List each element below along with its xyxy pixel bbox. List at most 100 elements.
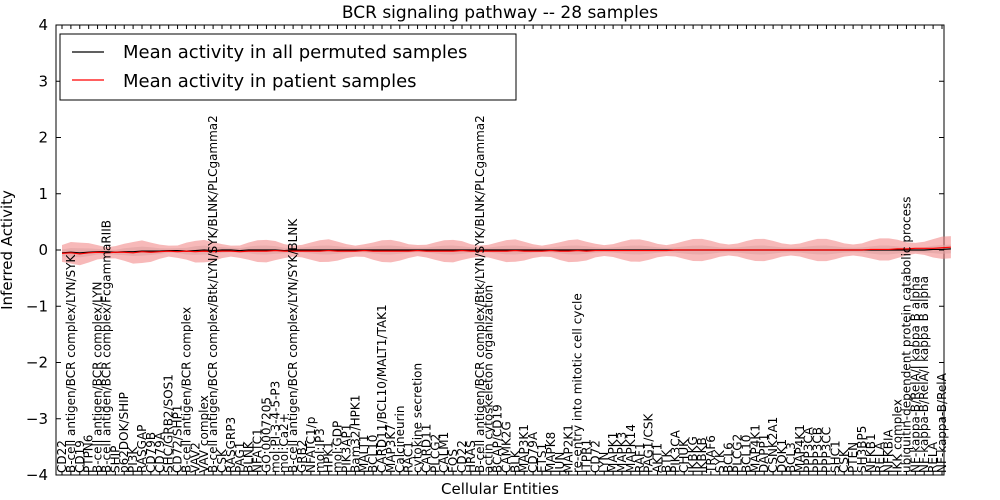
x-tick-label: B-cell antigen/BCR complex/LYN: [91, 281, 105, 473]
x-tick-label: JUN: [553, 452, 567, 474]
x-tick-label: NFATC1: [251, 428, 265, 473]
x-tick-label: re-entry into mitotic cell cycle: [571, 293, 585, 473]
x-tick-label: VAV2: [188, 442, 202, 473]
x-tick-label: RASGRP3: [224, 417, 238, 473]
x-tick-label: ubiquitin-dependent protein catabolic pr…: [899, 197, 913, 473]
x-tick-label: MAP4K1: [793, 424, 807, 473]
x-tick-label: B-cell antigen/BCR complex: [179, 307, 193, 473]
legend-box: [59, 33, 517, 101]
y-tick-label: −1: [26, 297, 48, 315]
x-tick-label: SYK: [713, 449, 727, 473]
x-tick-label: CSK: [215, 448, 229, 473]
x-tick-label: TRAF6: [704, 435, 718, 474]
x-tick-label: LYN: [597, 452, 611, 473]
x-tick-label: CD79A: [153, 431, 167, 473]
y-tick-label: −3: [26, 410, 48, 428]
x-tick-label: mol:IP3: [313, 428, 327, 473]
x-tick-label: B-cell antigen/BCR complex/LYN/SYK: [64, 253, 78, 473]
x-tick-label: VAV complex: [197, 395, 211, 473]
x-tick-label: mol:GDP: [331, 421, 345, 473]
x-tick-label: actin cytoskeleton organization: [482, 285, 496, 473]
x-tick-label: NF-kappa-B/RelA/I kappa B alpha: [917, 276, 931, 473]
legend-patient-label: Mean activity in patient samples: [123, 71, 417, 92]
y-tick-label: 2: [38, 129, 48, 147]
x-tick-label: CSNK2A1: [766, 417, 780, 473]
x-tick-label: PLCG2: [731, 434, 745, 473]
y-tick-label: 1: [38, 185, 48, 203]
x-tick-label: CD72/SHP1: [171, 405, 185, 473]
x-tick-label: CALM1: [437, 432, 451, 473]
x-tick-label: DOK1: [775, 439, 789, 473]
x-tick-label: NF-kappa-B/RelA/I kappa B alpha: [908, 276, 922, 473]
x-tick-label: NFKBIA: [882, 428, 896, 473]
x-tick-label: cytokine secretion: [411, 363, 425, 473]
y-tick-label: 0: [38, 241, 48, 259]
x-tick-label: CD72: [588, 440, 602, 473]
x-tick-label: MAPK14: [624, 424, 638, 473]
x-tick-label: CHUK: [677, 438, 691, 473]
x-tick-label: MAP4K1: [748, 424, 762, 473]
x-tick-label: CAMK2G: [499, 421, 513, 473]
x-tick-label: Bam32/HPK1: [348, 395, 362, 473]
x-tick-label: SHC1: [828, 440, 842, 473]
x-tick-label: RASGAP: [135, 425, 149, 473]
x-tick-label: CD19: [73, 440, 87, 473]
x-tick-label: DAPP1: [757, 434, 771, 473]
x-tick-label: MAP3K7: [384, 424, 398, 473]
x-tick-label: CD79B: [144, 432, 158, 473]
x-tick-label: CD79A: [526, 431, 540, 473]
x-tick-label: PPP3CB: [811, 427, 825, 473]
x-tick-label: NFKB1: [864, 433, 878, 473]
x-tick-label: PAG1/CSK: [642, 413, 656, 473]
x-tick-label: NF-kappa-B/RelA: [935, 372, 949, 473]
y-tick-label: −2: [26, 354, 48, 372]
x-tick-label: p62DOK/SHIP: [117, 392, 131, 473]
x-tick-label: FOS: [446, 449, 460, 473]
x-tick-label: PTPN6: [82, 435, 96, 473]
x-tick-label: BCL10: [739, 435, 753, 473]
x-tick-label: BCAP/CD19: [491, 404, 505, 473]
x-tick-label: ETS1: [535, 443, 549, 473]
chart-title: BCR signaling pathway -- 28 samples: [342, 3, 658, 23]
lines-layer: [61, 246, 951, 255]
x-tick-label: BLNK: [242, 440, 256, 473]
x-tick-label: IKBKG: [686, 436, 700, 473]
y-tick-label: −4: [26, 466, 48, 484]
x-tick-label: PI3K: [126, 446, 140, 473]
x-tick-label: SHIP: [108, 446, 122, 473]
x-tick-label: SH3BP5: [855, 426, 869, 473]
x-tick-label: GO:0007205: [259, 397, 273, 473]
x-tick-label: BCL10: [366, 435, 380, 473]
x-tick-label: CD22: [55, 440, 69, 473]
x-tick-label: RAC1: [402, 441, 416, 473]
x-tick-label: B-cell antigen/BCR complex/FcgammaRIIB: [99, 220, 113, 473]
x-tick-label: ITPR1: [579, 439, 593, 473]
x-axis-label: Cellular Entities: [441, 480, 559, 498]
x-tick-label: mol:Ca2+: [277, 413, 291, 473]
x-tick-label: mol:PI-3-4-5-P3: [268, 381, 282, 473]
x-tick-label: CD22: [455, 440, 469, 473]
y-tick-label: 3: [38, 72, 48, 90]
x-tick-label: B-cell antigen/BCR complex/LYN/SYK/BLNK: [286, 218, 300, 473]
x-tick-label: GRB2: [295, 439, 309, 473]
x-tick-label: BTK: [659, 448, 673, 473]
x-tick-label: B-cell antigen/BCR complex/Btk/LYN/SYK/B…: [206, 115, 220, 473]
x-tick-label: PTEN: [846, 442, 860, 473]
x-tick-label: BCL3: [784, 442, 798, 473]
x-tick-label: IKBKB: [695, 437, 709, 473]
x-tick-label: AKT1: [651, 443, 665, 473]
x-tick-label: PPP3CA: [802, 426, 816, 473]
legend-permuted-label: Mean activity in all permuted samples: [123, 42, 467, 63]
x-tick-label: PAG1: [233, 442, 247, 473]
series-line-1: [61, 246, 951, 255]
x-tick-label: BLK: [508, 449, 522, 473]
x-tick-label: MAPK8: [544, 432, 558, 473]
x-tick-label: RELA: [873, 441, 887, 473]
x-tick-label: PIK3CA: [668, 429, 682, 473]
x-tick-label: NFATC1/p: [304, 417, 318, 473]
x-tick-label: HRAS: [464, 440, 478, 473]
x-tick-label: CSK: [837, 448, 851, 473]
legend: Mean activity in all permuted samples Me…: [59, 33, 517, 101]
